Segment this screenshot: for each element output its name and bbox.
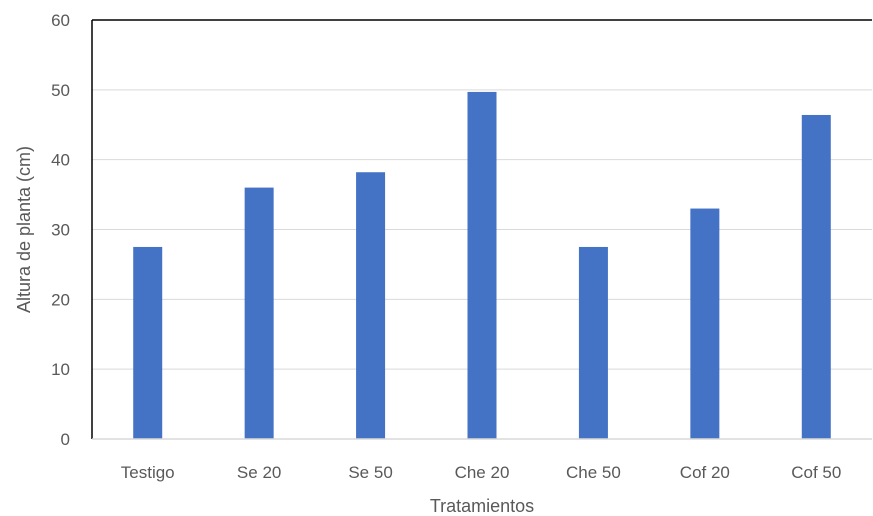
y-tick-label: 20: [51, 290, 70, 309]
y-tick-label: 40: [51, 151, 70, 170]
y-tick-label: 30: [51, 221, 70, 240]
y-tick-label: 60: [51, 11, 70, 30]
bars: [133, 91, 831, 440]
bar: [133, 246, 163, 439]
x-tick-labels: Testigo Se 20 Se 50 Che 20 Che 50 Cof 20 Cof 5…: [121, 463, 842, 482]
x-tick-label: Che 50: [566, 463, 621, 482]
y-tick-label: 0: [61, 430, 70, 449]
x-axis-title: Tratamientos: [430, 496, 534, 516]
bar: [467, 91, 497, 439]
y-tick-labels: 0 10 20 30 40 50 60: [51, 11, 70, 449]
bar: [356, 172, 386, 439]
y-tick-label: 50: [51, 81, 70, 100]
bar: [578, 246, 608, 439]
bar: [801, 114, 831, 440]
bar: [244, 187, 274, 439]
x-tick-label: Cof 20: [680, 463, 730, 482]
x-tick-label: Se 50: [348, 463, 392, 482]
x-tick-label: Che 20: [455, 463, 510, 482]
axes: [91, 19, 872, 440]
y-tick-label: 10: [51, 360, 70, 379]
y-axis-title: Altura de planta (cm): [14, 146, 34, 313]
x-tick-label: Se 20: [237, 463, 281, 482]
x-tick-label: Testigo: [121, 463, 175, 482]
bar: [690, 208, 720, 439]
x-tick-label: Cof 50: [791, 463, 841, 482]
